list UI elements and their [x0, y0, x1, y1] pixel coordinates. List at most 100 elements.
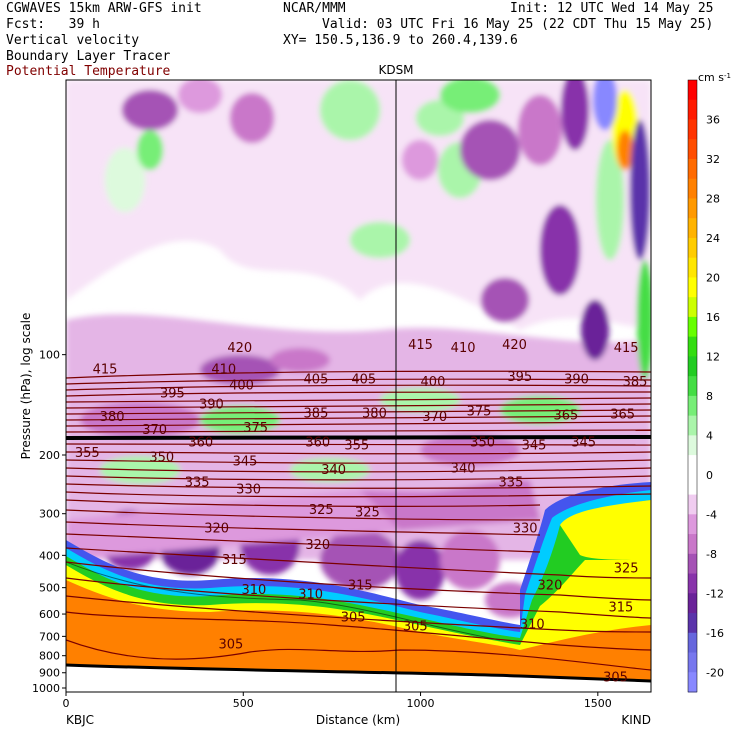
- colorbar-units: cm s-1: [698, 71, 731, 84]
- theta-contour-label: 305: [218, 637, 243, 652]
- theta-contour-label: 335: [185, 475, 210, 490]
- theta-contour-label: 405: [304, 373, 329, 388]
- colorbar-tick-label: 4: [706, 429, 713, 442]
- colorbar-swatch: [688, 277, 697, 298]
- colorbar-swatch: [688, 178, 697, 199]
- end-station-label: KIND: [621, 713, 651, 727]
- colorbar-swatch: [688, 99, 697, 120]
- kdsm-label: KDSM: [378, 63, 413, 77]
- theta-contour-label: 305: [341, 610, 366, 625]
- theta-contour-label: 320: [305, 538, 330, 553]
- theta-contour-label: 350: [470, 435, 495, 450]
- field-boundary-layer-tracer: Boundary Layer Tracer: [6, 49, 171, 64]
- colorbar-swatch: [688, 80, 697, 101]
- colorbar-swatch: [688, 395, 697, 417]
- plot-frame: [65, 79, 652, 693]
- theta-contour-label: 315: [608, 601, 633, 616]
- theta-contour-label: 375: [467, 404, 492, 419]
- theta-contour-label: 400: [421, 375, 446, 390]
- colorbar-swatch: [688, 435, 697, 456]
- colorbar-tick-label: 28: [706, 192, 720, 205]
- colorbar-swatch: [688, 652, 697, 673]
- x-tick-label: 1000: [407, 697, 435, 710]
- colorbar-swatch: [688, 237, 697, 259]
- colorbar-swatch: [688, 415, 697, 436]
- colorbar-tick-label: -4: [706, 508, 717, 521]
- forecast-hour: Fcst: 39 h: [6, 17, 100, 32]
- colorbar-swatch: [688, 336, 697, 357]
- colorbar-tick-label: 8: [706, 390, 713, 403]
- theta-contour-label: 330: [236, 482, 261, 497]
- theta-contour-label: 355: [344, 438, 369, 453]
- colorbar-tick-label: 32: [706, 153, 720, 166]
- field-vertical-velocity: Vertical velocity: [6, 33, 140, 48]
- y-tick-label: 400: [39, 549, 60, 562]
- colorbar-tick-label: 12: [706, 350, 720, 363]
- theta-contour-label: 330: [513, 521, 538, 536]
- theta-contour-label: 415: [93, 362, 118, 377]
- field-potential-temperature: Potential Temperature: [6, 64, 171, 79]
- y-tick-label: 800: [39, 650, 60, 663]
- x-tick-label: 500: [233, 697, 254, 710]
- y-tick-label: 900: [39, 667, 60, 680]
- theta-contour-label: 340: [451, 461, 476, 476]
- colorbar-swatch: [688, 534, 697, 555]
- theta-contour-label: 385: [623, 375, 648, 390]
- colorbar-swatch: [688, 672, 697, 693]
- theta-contour-label: 380: [362, 406, 387, 421]
- plot-area: 420 415 410 420 415 415 410 400 405 405 400 395 390 3…: [66, 80, 651, 692]
- theta-contour-label: 340: [321, 463, 346, 478]
- theta-contour-label: 370: [142, 423, 167, 438]
- theta-contour-label: 325: [309, 503, 334, 518]
- theta-contour-label: 305: [603, 671, 628, 686]
- y-tick-label: 200: [39, 449, 60, 462]
- colorbar-tick-label: -12: [706, 587, 724, 600]
- theta-contour-label: 415: [614, 341, 639, 356]
- colorbar-tick-label: 0: [706, 469, 713, 482]
- theta-contour-label: 355: [75, 446, 100, 461]
- theta-contour-label: 310: [520, 617, 545, 632]
- colorbar-tick-label: 20: [706, 271, 720, 284]
- y-tick-label: 300: [39, 508, 60, 521]
- valid-time: Valid: 03 UTC Fri 16 May 25 (22 CDT Thu …: [322, 17, 714, 32]
- theta-contour-label: 380: [100, 410, 125, 425]
- colorbar-tick-label: 16: [706, 311, 720, 324]
- y-tick-label: 700: [39, 630, 60, 643]
- x-tick-label: 0: [63, 697, 70, 710]
- colorbar-swatch: [688, 613, 697, 634]
- x-axis: 0 500 1000 1500: [63, 692, 612, 710]
- theta-contour-label: 365: [610, 407, 635, 422]
- theta-contour-label: 325: [614, 561, 639, 576]
- y-tick-label: 1000: [32, 682, 60, 695]
- colorbar-swatch: [688, 218, 697, 239]
- theta-contour-label: 315: [348, 579, 373, 594]
- theta-contour-label: 360: [305, 435, 330, 450]
- theta-contour-label: 320: [204, 521, 229, 536]
- theta-contour-label: 390: [199, 397, 224, 412]
- theta-contour-label: 305: [403, 620, 428, 635]
- colorbar-swatch: [688, 553, 697, 575]
- y-axis: 100 200 300 400 500 600 700 800 900 1000: [32, 349, 66, 695]
- colorbar: 36 32 28 24 20 16 12 8 4 0 -4 -8 -12 -16 -20: [687, 79, 724, 693]
- y-tick-label: 500: [39, 582, 60, 595]
- theta-contour-labels: 420 415 410 420 415 415 410 400 405 405 400 395 390 3…: [75, 338, 648, 686]
- theta-contour-label: 310: [298, 587, 323, 602]
- colorbar-swatch: [688, 376, 697, 397]
- theta-contour-label: 395: [507, 370, 532, 385]
- colorbar-frame: [687, 79, 698, 693]
- theta-contour-label: 420: [227, 341, 252, 356]
- y-tick-label: 600: [39, 608, 60, 621]
- theta-contour-label: 345: [233, 455, 258, 470]
- colorbar-swatch: [688, 316, 697, 338]
- colorbar-swatch: [688, 573, 697, 594]
- theta-contour-label: 415: [408, 338, 433, 353]
- theta-contour-label: 360: [188, 435, 213, 450]
- theta-contour-label: 410: [451, 341, 476, 356]
- init-time: Init: 12 UTC Wed 14 May 25: [510, 1, 714, 16]
- theta-contour-label: 375: [243, 421, 268, 436]
- colorbar-swatch: [688, 119, 697, 140]
- colorbar-swatch: [688, 514, 697, 535]
- colorbar-tick-label: -20: [706, 666, 724, 679]
- theta-contour-label: 410: [211, 362, 236, 377]
- theta-contour-label: 370: [422, 410, 447, 425]
